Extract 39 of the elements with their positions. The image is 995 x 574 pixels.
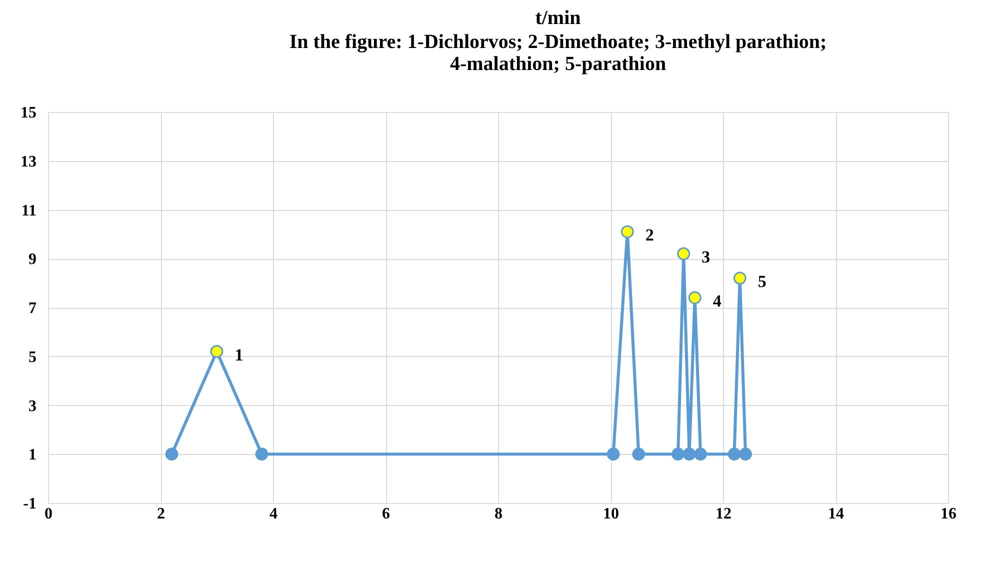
y-tick-label: 15 bbox=[20, 104, 36, 122]
annotation: 5 bbox=[758, 272, 766, 292]
x-tick-label: 8 bbox=[494, 506, 502, 522]
annotation: 2 bbox=[645, 226, 654, 245]
point bbox=[620, 225, 634, 238]
annotation: 1 bbox=[234, 345, 244, 364]
point bbox=[210, 345, 224, 358]
y-tick-label: 9 bbox=[28, 251, 36, 268]
point bbox=[682, 448, 696, 461]
annotation: 4 bbox=[712, 292, 722, 311]
y-tick-label: 7 bbox=[28, 300, 36, 317]
chart-subtitle: In the figure: 1-Dichlorvos; 2-Dimethoate; 3-methyl parathion; 4-malathion; 5-parathion bbox=[289, 31, 827, 75]
x-tick-label: 10 bbox=[603, 506, 619, 522]
point bbox=[688, 291, 702, 304]
y-tick-label: 1 bbox=[28, 446, 36, 464]
x-tick-label: 14 bbox=[828, 506, 844, 522]
point bbox=[165, 448, 178, 461]
point bbox=[728, 448, 741, 461]
y-tick-label: 11 bbox=[21, 202, 36, 220]
point bbox=[677, 247, 690, 260]
point bbox=[733, 272, 746, 285]
y-tick-label: 3 bbox=[28, 398, 36, 415]
y-tick-label: -1 bbox=[23, 496, 36, 512]
x-tick-label: 4 bbox=[270, 506, 278, 522]
y-tick-label: 5 bbox=[28, 348, 36, 366]
point bbox=[255, 448, 268, 461]
x-tick-label: 6 bbox=[382, 506, 390, 522]
x-tick-label: 0 bbox=[44, 506, 52, 522]
x-tick-label: 16 bbox=[940, 506, 956, 522]
point bbox=[739, 448, 752, 461]
point bbox=[632, 448, 646, 461]
point bbox=[694, 448, 707, 461]
point bbox=[672, 448, 684, 461]
chart-title: t/min bbox=[535, 7, 581, 29]
annotation: 3 bbox=[702, 248, 710, 267]
point bbox=[606, 448, 620, 461]
x-tick-label: 2 bbox=[157, 506, 165, 522]
x-tick-label: 12 bbox=[716, 506, 732, 522]
y-tick-label: 13 bbox=[20, 153, 36, 170]
